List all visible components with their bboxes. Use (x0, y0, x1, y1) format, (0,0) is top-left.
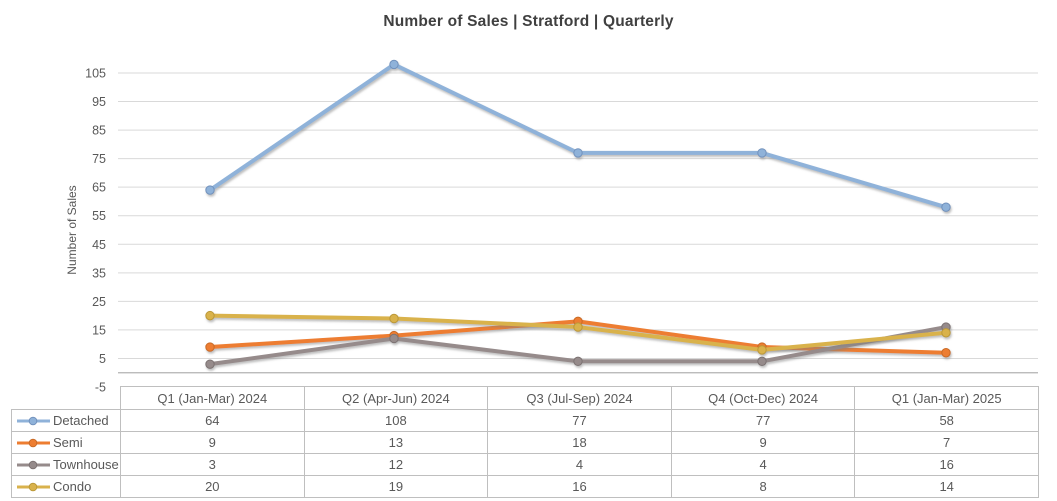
value-cell: 18 (487, 431, 672, 454)
table-row-semi: Semi 9 13 18 9 7 (11, 431, 1039, 454)
category-header-cell: Q1 (Jan-Mar) 2024 (120, 386, 305, 410)
y-tick-label: 95 (92, 95, 106, 109)
legend-cell: Condo (11, 475, 121, 498)
data-point-marker (205, 185, 215, 195)
chart-data-table: Q1 (Jan-Mar) 2024 Q2 (Apr-Jun) 2024 Q3 (Ju… (11, 386, 1039, 498)
value-cell: 77 (487, 409, 672, 432)
series-name-label: Townhouse (53, 457, 119, 472)
y-tick-label: 25 (92, 295, 106, 309)
series-detached (205, 59, 951, 212)
data-point-marker (573, 356, 583, 367)
y-tick-label: 55 (92, 209, 106, 223)
legend-key-icon (17, 482, 50, 491)
legend-cell: Semi (11, 431, 121, 454)
value-cell: 20 (120, 475, 305, 498)
data-point-marker (389, 313, 399, 324)
y-tick-label: 45 (92, 238, 106, 252)
value-cell: 9 (670, 431, 856, 454)
legend-cell: Townhouse (11, 453, 121, 476)
value-cell: 16 (854, 453, 1039, 476)
table-row-detached: Detached 64 108 77 77 58 (11, 409, 1039, 432)
y-tick-label: 65 (92, 181, 106, 195)
value-cell: 64 (120, 409, 305, 432)
chart-title: Number of Sales | Stratford | Quarterly (383, 13, 674, 30)
data-point-marker (389, 333, 399, 344)
data-point-marker (205, 310, 215, 321)
data-point-marker (757, 148, 767, 158)
value-cell: 77 (670, 409, 856, 432)
value-cell: 3 (120, 453, 305, 476)
y-tick-label: 105 (85, 67, 106, 81)
category-header-cell: Q2 (Apr-Jun) 2024 (303, 386, 489, 410)
category-header-cell: Q1 (Jan-Mar) 2025 (854, 386, 1039, 410)
y-tick-label: 75 (92, 152, 106, 166)
data-point-marker (205, 359, 215, 369)
legend-key-icon (17, 438, 50, 447)
data-point-marker (941, 202, 951, 212)
value-cell: 16 (487, 475, 672, 498)
category-header-cell: Q4 (Oct-Dec) 2024 (670, 386, 856, 410)
data-point-marker (573, 148, 583, 158)
table-row-townhouse: Townhouse 3 12 4 4 16 (11, 453, 1039, 476)
value-cell: 14 (854, 475, 1039, 498)
series-name-label: Semi (53, 435, 83, 450)
y-tick-label: 15 (92, 323, 106, 337)
value-cell: 108 (303, 409, 489, 432)
table-corner-cell (11, 386, 121, 410)
legend-cell: Detached (11, 409, 121, 432)
data-point-marker (573, 322, 583, 332)
legend-key-icon (17, 460, 50, 469)
category-header-cell: Q3 (Jul-Sep) 2024 (487, 386, 672, 410)
value-cell: 58 (854, 409, 1039, 432)
series-name-label: Condo (53, 479, 92, 494)
y-axis-title: Number of Sales (65, 185, 79, 275)
value-cell: 4 (670, 453, 856, 476)
y-tick-label: 85 (92, 124, 106, 138)
data-point-marker (389, 59, 399, 70)
value-cell: 12 (303, 453, 489, 476)
value-cell: 4 (487, 453, 672, 476)
y-tick-label: 35 (92, 266, 106, 280)
value-cell: 19 (303, 475, 489, 498)
data-point-marker (757, 356, 767, 367)
data-point-marker (941, 348, 951, 358)
series-line (208, 62, 948, 210)
data-point-marker (205, 342, 215, 352)
value-cell: 8 (670, 475, 856, 498)
legend-key-icon (17, 416, 50, 425)
series-condo (205, 310, 951, 355)
value-cell: 7 (854, 431, 1039, 454)
series-townhouse (205, 322, 951, 369)
data-point-marker (757, 345, 767, 355)
y-tick-label: 5 (99, 352, 106, 366)
table-header-row: Q1 (Jan-Mar) 2024 Q2 (Apr-Jun) 2024 Q3 (Ju… (11, 386, 1039, 410)
value-cell: 9 (120, 431, 305, 454)
table-row-condo: Condo 20 19 16 8 14 (11, 475, 1039, 498)
value-cell: 13 (303, 431, 489, 454)
data-point-marker (941, 328, 951, 338)
series-name-label: Detached (53, 413, 109, 428)
